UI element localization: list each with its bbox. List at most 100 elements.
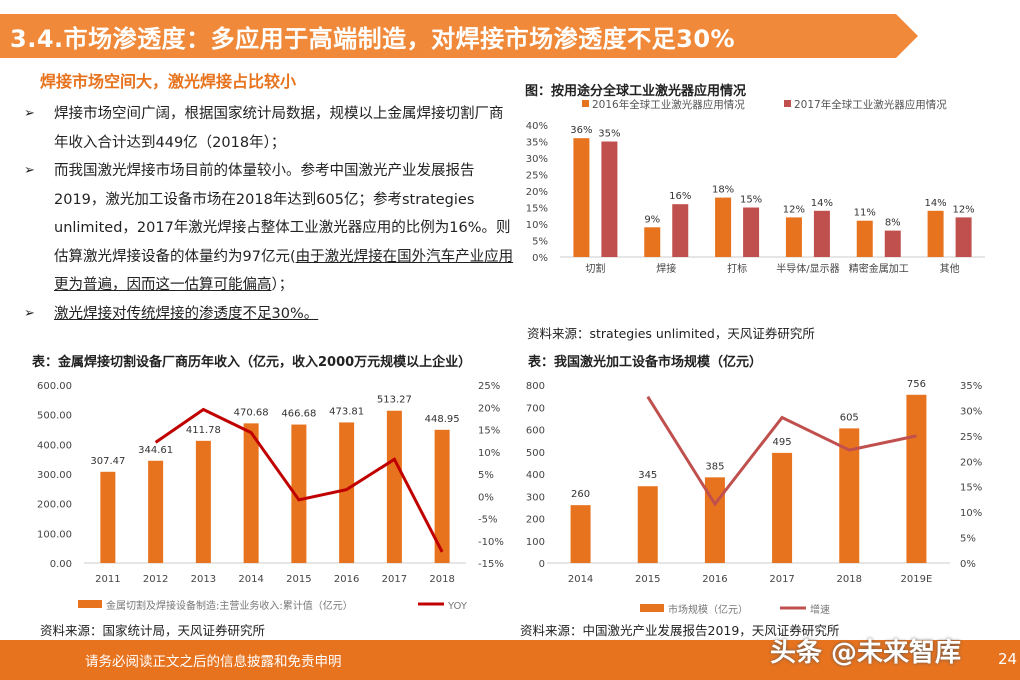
legend-label: 2017年全球工业激光器应用情况 <box>794 98 947 111</box>
bullet-text-part: ）； <box>271 277 294 293</box>
data-label: 15% <box>740 195 762 206</box>
data-label: 14% <box>924 198 946 209</box>
x-tick-label: 2014 <box>238 574 263 585</box>
bullet-text-part: 焊接市场空间广阔，根据国家统计局数据，规模以上金属焊接切割厂商年收入合计达到44… <box>54 106 504 151</box>
y2-tick-label: 35% <box>960 381 982 392</box>
bullet-text-part: 激光焊接对传统焊接的渗透度不足30%。 <box>54 305 319 322</box>
x-tick-label: 2014 <box>568 574 593 585</box>
page-number: 24 <box>998 650 1018 668</box>
y2-tick-label: 0% <box>960 559 976 570</box>
bar <box>339 422 355 563</box>
y-tick-label: 30% <box>526 154 548 165</box>
welding-revenue-chart: 0.00 100.00 200.00 300.00 400.00 500.00 600.00… <box>37 381 504 612</box>
y2-tick-label: 25% <box>960 432 982 443</box>
y-tick-label: 0% <box>532 253 548 264</box>
data-label: 16% <box>669 191 691 202</box>
y-tick-label: 400.00 <box>37 440 72 451</box>
arrow-bullet-icon: ➢ <box>24 163 35 178</box>
y2-tick-label: 20% <box>478 403 500 414</box>
header-banner <box>0 14 918 58</box>
chart3-title: 表：我国激光加工设备市场规模（亿元） <box>528 355 763 370</box>
y-tick-label: 800 <box>526 381 545 392</box>
bar <box>386 410 402 563</box>
y-tick-label: 100 <box>526 537 545 548</box>
data-label: 344.61 <box>138 445 173 456</box>
y-tick-label: 10% <box>526 220 548 231</box>
data-label: 12% <box>952 204 974 215</box>
data-label: 411.78 <box>186 425 221 436</box>
watermark: 头条 @未来智库 <box>770 638 962 668</box>
y2-tick-label: -5% <box>478 515 497 526</box>
bar <box>573 138 590 257</box>
bar <box>148 460 164 563</box>
bar <box>906 394 927 563</box>
y-tick-label: 0 <box>539 559 545 570</box>
y-tick-label: 40% <box>526 121 548 132</box>
bar <box>955 217 972 257</box>
y2-tick-label: -15% <box>478 559 504 570</box>
legend-swatch <box>640 604 664 612</box>
laser-market-chart: 0 100 200 300 400 500 600 700 800 0% 5% 10% 15% 20% 25… <box>526 379 982 616</box>
data-label: 385 <box>705 461 724 472</box>
bar <box>601 141 618 257</box>
x-tick-label: 2018 <box>837 574 862 585</box>
x-tick-label: 2017 <box>769 574 794 585</box>
x-tick-label: 2018 <box>429 574 454 585</box>
bar <box>644 227 661 257</box>
arrow-bullet-icon: ➢ <box>24 106 35 121</box>
data-label: 12% <box>783 204 805 215</box>
y-tick-label: 300.00 <box>37 470 72 481</box>
y2-tick-label: 10% <box>960 508 982 519</box>
y-tick-label: 35% <box>526 138 548 149</box>
chart2-source: 资料来源：国家统计局，天风证券研究所 <box>40 623 266 638</box>
data-label: 345 <box>638 470 657 481</box>
x-tick-label: 2013 <box>191 574 216 585</box>
bar <box>637 486 658 563</box>
data-label: 448.95 <box>425 414 460 425</box>
bar <box>813 210 830 257</box>
data-label: 18% <box>712 185 734 196</box>
y2-tick-label: 15% <box>478 426 500 437</box>
legend-swatch <box>784 100 791 107</box>
x-tick-label: 2012 <box>143 574 168 585</box>
x-tick-label: 2011 <box>95 574 120 585</box>
y-tick-label: 600.00 <box>37 381 72 392</box>
x-tick-label: 切割 <box>585 262 605 275</box>
y2-tick-label: 15% <box>960 483 982 494</box>
y2-tick-label: 25% <box>478 381 500 392</box>
footer-bar <box>0 640 1020 680</box>
bar <box>570 505 591 563</box>
bar <box>785 217 802 257</box>
y-tick-label: 400 <box>526 470 545 481</box>
bar <box>772 452 793 563</box>
legend-swatch <box>582 100 589 107</box>
bar <box>839 428 860 563</box>
legend-label: 2016年全球工业激光器应用情况 <box>592 98 745 111</box>
data-label: 307.47 <box>90 456 125 467</box>
data-label: 11% <box>854 208 876 219</box>
bar <box>672 204 689 257</box>
data-label: 470.68 <box>234 407 269 418</box>
bar <box>195 440 211 563</box>
bullet-text: 而我国激光焊接市场目前的体量较小。参考中国激光产业发展报告2019，激光加工设备… <box>54 157 514 300</box>
data-label: 466.68 <box>281 409 316 420</box>
data-label: 8% <box>885 218 901 229</box>
bullet-text-part: 而我国激光焊接市场目前的体量较小。参考中国激光产业发展报告2019，激光加工设备… <box>54 163 511 265</box>
bullet-item: ➢ 激光焊接对传统焊接的渗透度不足30%。 <box>24 300 514 329</box>
x-tick-label: 2017 <box>382 574 407 585</box>
x-tick-label: 2016 <box>702 574 727 585</box>
application-bar-chart: 0% 5% 10% 15% 20% 25% 30% 35% 40% 36% 35% 切割 9% 16% 焊接… <box>526 98 985 275</box>
y2-tick-label: 5% <box>478 470 494 481</box>
data-label: 35% <box>598 129 620 140</box>
section-subheading: 焊接市场空间大，激光焊接占比较小 <box>40 72 297 91</box>
bullet-text: 激光焊接对传统焊接的渗透度不足30%。 <box>54 300 318 329</box>
footer-disclaimer[interactable]: 请务必阅读正文之后的信息披露和免责申明 <box>85 654 342 670</box>
y-tick-label: 500.00 <box>37 411 72 422</box>
y2-tick-label: 30% <box>960 406 982 417</box>
legend-label: 金属切割及焊接设备制造:主营业务收入:累计值（亿元） <box>106 599 353 612</box>
y-tick-label: 700 <box>526 403 545 414</box>
y2-tick-label: 0% <box>478 492 494 503</box>
y-tick-label: 500 <box>526 448 545 459</box>
y2-tick-label: 10% <box>478 448 500 459</box>
y2-tick-label: 5% <box>960 534 976 545</box>
